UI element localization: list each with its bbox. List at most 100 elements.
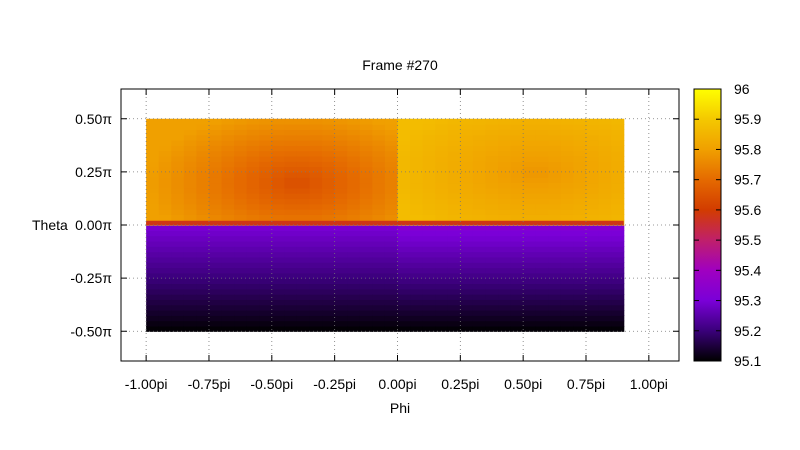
heatmap-cell — [296, 214, 311, 221]
heatmap-cell — [586, 193, 600, 200]
heatmap-cell — [397, 267, 411, 274]
heatmap-cell — [259, 198, 273, 205]
colorbar-tick-label: 95.1 — [734, 353, 761, 369]
heatmap-cell — [246, 320, 260, 327]
heatmap-cell — [271, 288, 285, 295]
heatmap-cell — [158, 304, 172, 311]
heatmap-cell — [498, 272, 512, 279]
heatmap-cell — [560, 155, 575, 162]
heatmap-cell — [397, 171, 411, 178]
heatmap-cell — [196, 251, 210, 258]
heatmap-cell — [472, 203, 487, 210]
heatmap-cell — [171, 325, 185, 332]
heatmap-cell — [435, 299, 449, 306]
heatmap-cell — [309, 299, 323, 306]
heatmap-cell — [284, 294, 298, 300]
heatmap-cell — [171, 288, 185, 295]
heatmap-cell — [372, 299, 386, 306]
heatmap-cell — [598, 272, 612, 279]
heatmap-cell — [573, 230, 587, 237]
heatmap-cell — [322, 304, 336, 311]
heatmap-cell — [372, 209, 386, 215]
heatmap-cell — [183, 124, 198, 130]
heatmap-cell — [498, 299, 512, 306]
heatmap-cell — [359, 320, 373, 327]
heatmap-cell — [498, 246, 512, 253]
heatmap-cell — [271, 198, 285, 205]
heatmap-cell — [598, 225, 612, 231]
heatmap-cell — [523, 182, 537, 189]
heatmap-cell — [573, 235, 587, 242]
heatmap-cell — [460, 129, 474, 136]
heatmap-cell — [259, 304, 273, 311]
heatmap-cell — [208, 187, 223, 194]
colorbar-tick-label: 95.5 — [734, 232, 761, 248]
heatmap-cell — [598, 288, 612, 295]
heatmap-cell — [322, 325, 336, 332]
heatmap-cell — [158, 203, 172, 210]
heatmap-cell — [246, 187, 260, 194]
heatmap-cell — [586, 203, 600, 210]
heatmap-cell — [309, 240, 323, 247]
heatmap-cell — [183, 304, 198, 311]
heatmap-cell — [523, 246, 537, 253]
heatmap-cell — [246, 246, 260, 253]
heatmap-cell — [498, 278, 512, 285]
heatmap-cell — [447, 145, 461, 152]
heatmap-cell — [372, 251, 386, 258]
heatmap-cell — [397, 320, 411, 327]
heatmap-cell — [384, 262, 399, 269]
heatmap-cell — [158, 134, 172, 141]
heatmap-cell — [384, 193, 399, 200]
heatmap-cell — [523, 262, 537, 269]
heatmap-cell — [259, 256, 273, 263]
heatmap-cell — [472, 246, 487, 253]
heatmap-cell — [196, 193, 210, 200]
heatmap-cell — [309, 118, 323, 125]
heatmap-cell — [410, 193, 424, 200]
heatmap-cell — [372, 310, 386, 316]
heatmap-cell — [498, 140, 512, 146]
heatmap-cell — [535, 155, 549, 162]
heatmap-cell — [586, 129, 600, 136]
heatmap-cell — [498, 214, 512, 221]
heatmap-cell — [284, 272, 298, 279]
heatmap-cell — [611, 124, 625, 130]
heatmap-cell — [548, 230, 562, 237]
heatmap-cell — [372, 267, 386, 274]
heatmap-cell — [510, 124, 524, 130]
heatmap-cell — [183, 129, 198, 136]
heatmap-cell — [485, 187, 499, 194]
x-tick-label: 0.50pi — [504, 376, 542, 392]
heatmap-cell — [158, 209, 172, 215]
heatmap-cell — [196, 209, 210, 215]
heatmap-cell — [410, 288, 424, 295]
heatmap-cell — [146, 235, 160, 242]
heatmap-cell — [246, 182, 260, 189]
heatmap-cell — [158, 150, 172, 157]
heatmap-cell — [447, 267, 461, 274]
heatmap-cell — [246, 124, 260, 130]
heatmap-cell — [435, 124, 449, 130]
heatmap-cell — [510, 182, 524, 189]
heatmap-cell — [498, 134, 512, 141]
heatmap-cell — [410, 278, 424, 285]
heatmap-cell — [322, 310, 336, 316]
heatmap-cell — [573, 198, 587, 205]
heatmap-cell — [158, 118, 172, 125]
heatmap-cell — [560, 235, 575, 242]
heatmap-cell — [246, 310, 260, 316]
heatmap-cell — [196, 246, 210, 253]
heatmap-cell — [196, 171, 210, 178]
heatmap-cell — [598, 325, 612, 332]
heatmap-cell — [171, 299, 185, 306]
heatmap-cell — [397, 140, 411, 146]
heatmap-cell — [171, 214, 185, 221]
heatmap-cell — [548, 225, 562, 231]
heatmap-cell — [611, 288, 625, 295]
heatmap-cell — [146, 118, 160, 125]
heatmap-cell — [158, 315, 172, 322]
heatmap-cell — [322, 166, 336, 173]
heatmap-cell — [560, 225, 575, 231]
heatmap-cell — [422, 256, 436, 263]
